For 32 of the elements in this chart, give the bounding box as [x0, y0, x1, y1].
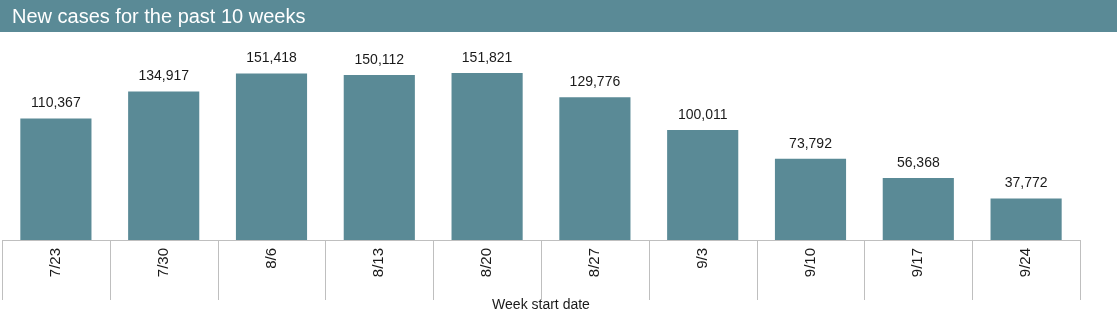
data-label: 129,776 — [569, 73, 621, 90]
x-tick-label: 8/27 — [585, 248, 603, 278]
data-label: 150,112 — [354, 50, 405, 67]
x-tick-label: 7/23 — [46, 248, 64, 278]
data-label: 151,418 — [246, 49, 298, 66]
bar — [235, 73, 308, 241]
x-tick-label: 8/13 — [369, 248, 387, 278]
x-tick-label: 9/17 — [908, 248, 926, 278]
x-tick-label: 9/3 — [692, 248, 710, 269]
data-label: 100,011 — [677, 105, 728, 122]
bar — [451, 73, 523, 241]
bar — [990, 198, 1062, 241]
x-tick-label: 8/20 — [477, 248, 495, 278]
data-label: 73,792 — [789, 134, 833, 151]
bar — [882, 178, 954, 241]
data-label: 56,368 — [896, 153, 940, 170]
data-label: 37,772 — [1004, 174, 1048, 191]
x-axis-title: Week start date — [492, 296, 591, 313]
data-label: 110,367 — [31, 94, 81, 111]
bar — [20, 118, 92, 241]
bar — [559, 97, 631, 241]
data-label: 134,917 — [138, 67, 190, 84]
x-tick-label: 7/30 — [153, 248, 171, 278]
bar — [774, 158, 847, 241]
x-tick-label: 9/24 — [1016, 248, 1034, 278]
x-tick-label: 9/10 — [800, 248, 818, 278]
bar — [667, 129, 739, 241]
chart-title: New cases for the past 10 weeks — [0, 0, 1117, 32]
bar — [128, 91, 200, 241]
data-label: 151,821 — [461, 48, 513, 65]
bar — [343, 74, 415, 241]
x-tick-label: 8/6 — [261, 248, 279, 269]
